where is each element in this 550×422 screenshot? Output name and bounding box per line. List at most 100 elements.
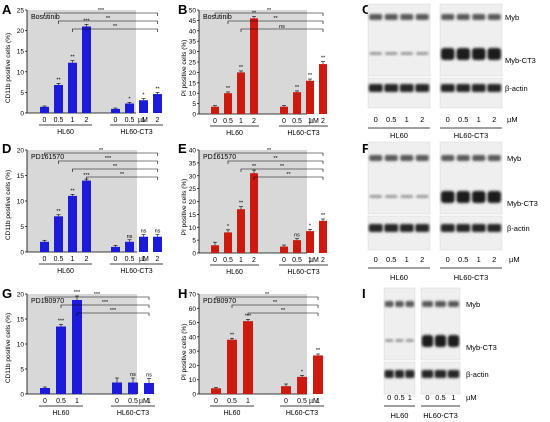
x-tick-label-H: 1 <box>316 398 320 405</box>
x-tick-label-H: 0 <box>214 398 218 405</box>
unit-label-G: µM <box>139 398 149 405</box>
x-tick-label-A: 0 <box>114 117 118 124</box>
y-tick-label-B: 10 <box>189 91 197 98</box>
band-myb-I <box>405 301 415 307</box>
band-label-C: Myb <box>505 13 519 22</box>
dose-label-F: 0.5 <box>386 255 396 264</box>
bar-B <box>211 106 219 114</box>
bar-E <box>293 240 301 253</box>
bar-G <box>72 300 82 394</box>
band-myb-ct3-I <box>421 335 434 347</box>
bar-H <box>227 339 237 394</box>
bar-A <box>111 108 120 113</box>
panel-letter-A: A <box>2 2 12 17</box>
dose-label-F: 2 <box>420 255 424 264</box>
bar-H <box>297 376 307 394</box>
significance-label-E: * <box>309 223 312 229</box>
bar-D <box>153 236 162 252</box>
significance-label-B: ** <box>308 73 313 79</box>
x-tick-label-H: 1 <box>246 398 250 405</box>
band-myb-ct3-F <box>456 191 471 203</box>
blot-membrane-F <box>439 215 503 251</box>
dose-label-C: 0 <box>446 115 450 124</box>
x-tick-label-B: 0 <box>213 118 217 125</box>
significance-label-G: ns <box>146 373 152 379</box>
comparison-bracket-G <box>76 312 150 316</box>
comparison-bracket-D <box>44 152 158 156</box>
significance-label-D: ** <box>70 188 75 194</box>
y-tick-label-G: 10 <box>17 342 25 349</box>
band-myb-ct3-C <box>385 52 398 55</box>
y-tick-label-E: 5 <box>192 238 196 245</box>
significance-label-B: ** <box>321 56 326 62</box>
chart-title-H: PD180970 <box>203 298 236 305</box>
band-label-I: Myb <box>466 300 480 309</box>
significance-label-E: * <box>227 224 230 230</box>
bracket-label-A: *** <box>98 8 105 14</box>
y-tick-label-E: 30 <box>189 173 197 180</box>
bracket-label-G: *** <box>110 308 117 314</box>
x-tick-label-D: 0 <box>114 256 118 263</box>
y-axis-label-E: PI positive cells (%) <box>181 179 188 236</box>
panel-letter-D: D <box>2 141 11 156</box>
bar-G <box>128 382 138 394</box>
band-myb-ct3-C <box>487 48 502 60</box>
dose-label-I: 0.5 <box>435 393 445 402</box>
band-myb-I <box>422 301 433 307</box>
panel-letter-I: I <box>362 286 366 301</box>
x-tick-label-E: 1 <box>308 257 312 264</box>
significance-label-D: ** <box>56 209 61 215</box>
panel-letter-F: F <box>362 141 370 156</box>
x-tick-label-A: 1 <box>71 117 75 124</box>
comparison-bracket-H <box>231 304 319 308</box>
dose-label-I: 0 <box>387 393 391 402</box>
blot-membrane-F <box>439 141 503 215</box>
dose-label-I: 0 <box>425 393 429 402</box>
x-tick-label-D: 0.5 <box>54 256 64 263</box>
x-tick-label-D: 2 <box>156 256 160 263</box>
bracket-label-H: ** <box>281 308 286 314</box>
band-actin-I <box>394 370 405 378</box>
group-label-E: HL60-CT3 <box>287 269 319 276</box>
dose-label-C: 2 <box>492 115 496 124</box>
band-label-I: β-actin <box>466 370 489 379</box>
band-actin-C <box>456 84 471 92</box>
significance-label-G: *** <box>58 319 65 325</box>
bar-E <box>237 209 245 253</box>
band-actin-I <box>384 370 394 378</box>
band-myb-C <box>400 14 414 20</box>
comparison-bracket-D <box>72 168 158 172</box>
dose-label-C: 1 <box>405 115 409 124</box>
band-myb-ct3-F <box>471 191 486 203</box>
band-myb-ct3-F <box>416 195 429 198</box>
cell-label-C: HL60-CT3 <box>454 131 489 140</box>
y-tick-label-B: 25 <box>189 60 197 67</box>
bar-E <box>250 173 258 253</box>
band-actin-F <box>440 224 455 232</box>
band-actin-I <box>447 370 460 378</box>
x-tick-label-E: 0 <box>213 257 217 264</box>
x-tick-label-G: 1 <box>75 398 79 405</box>
band-myb-F <box>456 155 470 161</box>
cell-label-I: HL60 <box>391 411 409 420</box>
band-myb-I <box>448 301 459 307</box>
y-tick-label-G: 20 <box>17 292 25 299</box>
band-myb-ct3-F <box>369 195 382 198</box>
y-tick-label-E: 35 <box>189 160 197 167</box>
y-tick-label-B: 30 <box>189 49 197 56</box>
x-tick-label-H: 0.5 <box>227 398 237 405</box>
band-myb-C <box>472 14 486 20</box>
cell-label-C: HL60 <box>390 131 408 140</box>
comparison-bracket-A <box>44 12 158 16</box>
group-label-D: HL60-CT3 <box>120 268 152 275</box>
x-tick-label-E: 2 <box>321 257 325 264</box>
x-tick-label-B: 0.5 <box>292 118 302 125</box>
bracket-label-G: *** <box>94 292 101 298</box>
x-tick-label-G: 0 <box>43 398 47 405</box>
group-label-E: HL60 <box>226 269 243 276</box>
comparison-bracket-E <box>253 176 324 180</box>
blot-membrane-C <box>367 77 431 109</box>
significance-label-A: * <box>128 96 131 102</box>
y-tick-label-H: 30 <box>189 349 197 356</box>
panel-letter-C: C <box>362 2 372 17</box>
